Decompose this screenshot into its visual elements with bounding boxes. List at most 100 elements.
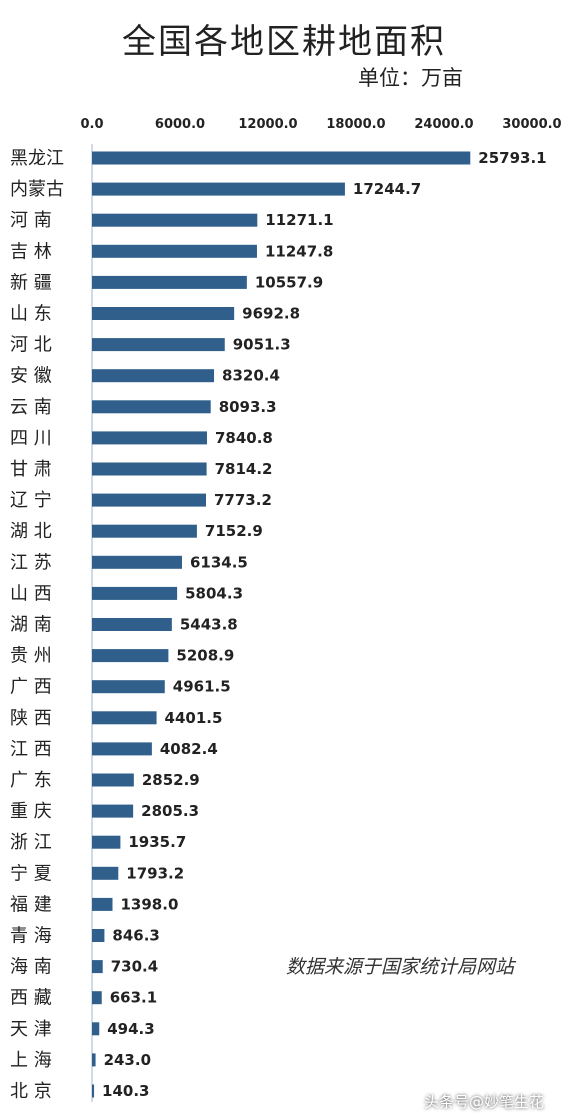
bar: [92, 711, 157, 725]
bar: [92, 960, 103, 974]
bar-value-label: 4961.5: [173, 678, 231, 696]
bar-value-label: 4082.4: [160, 740, 218, 758]
bar-row: 青 海 846.3: [10, 926, 160, 947]
bar-row: 河 南 11271.1: [10, 210, 334, 231]
x-tick-label: 24000.0: [414, 117, 473, 132]
unit-label: 单位：万亩: [358, 66, 463, 90]
bar-value-label: 5208.9: [176, 647, 234, 665]
bar-value-label: 10557.9: [255, 273, 323, 291]
bar: [92, 742, 152, 756]
bar-row: 山 东 9692.8: [10, 304, 300, 325]
bar-value-label: 11247.8: [265, 242, 333, 260]
category-label: 辽 宁: [10, 490, 52, 511]
category-label: 湖 北: [10, 521, 52, 542]
bar-row: 上 海 243.0: [10, 1050, 151, 1071]
bar: [92, 618, 172, 631]
x-tick-label: 12000.0: [238, 117, 297, 132]
x-tick-label: 0.0: [80, 117, 103, 132]
bar-row: 北 京 140.3: [10, 1081, 150, 1102]
bar-row: 黑龙江 25793.1: [10, 148, 547, 169]
x-tick-label: 30000.0: [502, 117, 561, 132]
bar: [92, 400, 211, 414]
bar-row: 湖 北 7152.9: [10, 521, 263, 542]
bar: [92, 835, 121, 849]
bar: [92, 897, 113, 911]
bar-value-label: 17244.7: [353, 180, 421, 198]
category-label: 上 海: [10, 1050, 52, 1071]
category-label: 吉 林: [10, 241, 52, 262]
bar-value-label: 7840.8: [215, 429, 273, 447]
bar-row: 河 北 9051.3: [10, 335, 291, 356]
bar-row: 湖 南 5443.8: [10, 615, 238, 636]
bar: [92, 151, 471, 165]
category-label: 新 疆: [10, 272, 52, 293]
x-axis-ticks: 0.0 6000.0 12000.0 18000.0 24000.0 30000.0: [80, 117, 561, 132]
bar: [92, 244, 257, 258]
bar-row: 浙 江 1935.7: [10, 832, 186, 853]
bar-row: 陕 西 4401.5: [10, 708, 222, 729]
data-source-caption: 数据来源于国家统计局网站: [286, 956, 515, 978]
bar: [92, 804, 134, 818]
bar-value-label: 5804.3: [185, 584, 243, 602]
bar-value-label: 846.3: [112, 927, 159, 945]
bar: [92, 1053, 96, 1067]
bar: [92, 275, 247, 289]
bar-value-label: 8320.4: [222, 367, 280, 385]
bar-row: 福 建 1398.0: [10, 894, 178, 915]
bar-value-label: 9692.8: [242, 305, 300, 323]
category-label: 内蒙古: [10, 179, 64, 200]
category-label: 浙 江: [10, 832, 52, 853]
category-label: 陕 西: [10, 708, 52, 729]
bar: [92, 649, 169, 663]
bar-row: 辽 宁 7773.2: [10, 490, 272, 511]
bar-row: 广 东 2852.9: [10, 770, 200, 791]
bar: [92, 1084, 95, 1098]
bar-row: 新 疆 10557.9: [10, 272, 323, 293]
bar-value-label: 11271.1: [265, 211, 333, 229]
bar-row: 西 藏 663.1: [10, 988, 157, 1009]
bar-value-label: 663.1: [110, 989, 157, 1007]
bar: [92, 307, 235, 320]
bar: [92, 462, 207, 476]
category-label: 云 南: [10, 397, 52, 418]
bar: [92, 866, 119, 880]
bar: [92, 431, 207, 445]
bar: [92, 555, 182, 569]
x-tick-label: 18000.0: [326, 117, 385, 132]
category-label: 西 藏: [10, 988, 52, 1009]
category-label: 北 京: [10, 1081, 52, 1102]
bar-value-label: 4401.5: [165, 709, 223, 727]
bar-value-label: 1398.0: [121, 895, 179, 913]
category-label: 安 徽: [10, 366, 52, 387]
bar-row: 内蒙古 17244.7: [10, 179, 421, 200]
bar-value-label: 6134.5: [190, 553, 248, 571]
chart-title: 全国各地区耕地面积: [122, 22, 446, 62]
bar-value-label: 9051.3: [233, 336, 291, 354]
bar-value-label: 730.4: [111, 958, 158, 976]
bar-value-label: 25793.1: [478, 149, 546, 167]
category-label: 山 东: [10, 304, 52, 325]
bar-value-label: 5443.8: [180, 616, 238, 634]
bar-row: 甘 肃 7814.2: [10, 459, 272, 480]
bar-row: 天 津 494.3: [10, 1019, 155, 1040]
bar: [92, 493, 207, 507]
bar: [92, 929, 105, 942]
bar: [92, 680, 165, 694]
category-label: 广 东: [10, 770, 52, 791]
category-label: 海 南: [10, 957, 52, 978]
category-label: 甘 肃: [10, 459, 52, 480]
category-label: 湖 南: [10, 615, 52, 636]
bar: [92, 773, 134, 787]
bar: [92, 991, 102, 1005]
bar-row: 重 庆 2805.3: [10, 801, 199, 822]
category-label: 黑龙江: [10, 148, 64, 169]
bar-value-label: 140.3: [102, 1082, 149, 1100]
x-tick-label: 6000.0: [155, 117, 205, 132]
bar-row: 安 徽 8320.4: [10, 366, 280, 387]
category-label: 河 北: [10, 335, 52, 356]
category-label: 重 庆: [10, 801, 52, 822]
bar-value-label: 1935.7: [128, 833, 186, 851]
category-label: 贵 州: [10, 646, 52, 667]
bar: [92, 1022, 100, 1036]
